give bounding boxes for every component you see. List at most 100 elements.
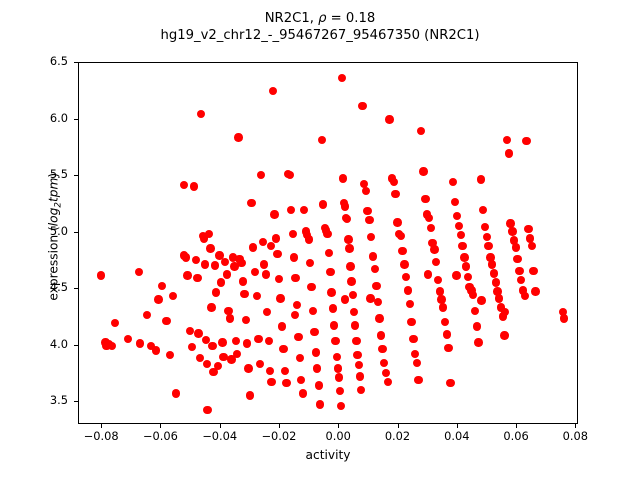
scatter-point [400,260,409,269]
scatter-point [188,342,197,352]
x-axis-tick-label: 0.00 [325,429,351,443]
scatter-point [169,291,178,301]
scatter-point [347,277,356,286]
scatter-point [353,350,362,360]
scatter-point [304,235,313,244]
y-axis-tick-label: 6.0 [49,110,68,125]
y-axis-tick [74,231,78,233]
scatter-point [398,246,407,255]
scatter-point [238,277,248,286]
y-axis-label-prefix: expression ( [46,226,61,301]
scatter-point [110,319,120,328]
scatter-point [423,270,433,279]
scatter-point [151,346,161,355]
scatter-point [354,360,363,370]
scatter-point [391,190,400,199]
scatter-point [252,291,262,301]
scatter-point [365,216,374,225]
scatter-point [405,299,414,309]
scatter-point [480,222,490,232]
scatter-point [376,331,386,340]
scatter-point [498,312,508,321]
scatter-point [202,359,211,369]
scatter-point [525,234,535,243]
scatter-point [216,278,226,287]
x-axis-tick [575,424,577,428]
scatter-point [522,136,531,146]
scatter-point [265,366,275,375]
scatter-point [258,237,267,246]
scatter-point [291,273,300,283]
x-axis-tick [397,424,399,428]
scatter-point [474,338,483,347]
scatter-point [279,345,288,354]
scatter-point [280,366,290,375]
x-axis-tick [456,424,458,428]
scatter-point [323,229,332,239]
scatter-point [515,266,524,276]
scatter-point [380,358,389,367]
scatter-point [338,174,348,183]
scatter-point [456,230,465,240]
scatter-point [444,343,453,353]
scatter-point [250,268,260,277]
scatter-point [484,242,493,251]
scatter-point [270,210,279,219]
scatter-point [314,381,323,390]
y-axis-label: expression (log2tpm) [46,56,63,418]
scatter-point [277,322,287,331]
x-axis-tick-label: −0.04 [202,429,238,443]
scatter-point [482,233,492,242]
x-axis-tick-label: 0.04 [444,429,470,443]
scatter-point [266,242,276,251]
scatter-point [378,345,387,354]
scatter-point [331,337,340,346]
scatter-point [346,262,355,271]
scatter-point [183,271,192,280]
scatter-point [289,253,299,262]
scatter-point [165,350,175,360]
scatter-point [349,307,359,317]
scatter-point [368,252,378,261]
scatter-point [97,271,106,280]
x-axis-tick-label: 0.08 [562,429,589,443]
y-axis-tick [74,62,78,64]
scatter-point [194,329,203,338]
scatter-point [327,288,336,297]
scatter-point [403,286,413,295]
scatter-point [344,235,353,244]
scatter-point [267,377,276,387]
scatter-point [255,359,264,369]
scatter-point [199,234,209,243]
scatter-point [254,334,263,344]
scatter-point [219,352,228,362]
scatter-point [257,170,266,180]
scatter-point [162,316,171,326]
scatter-point [358,101,367,111]
y-axis-label-base: 2 [53,202,64,208]
scatter-point [307,282,316,292]
scatter-point [435,287,444,296]
scatter-point [421,194,430,203]
x-axis-label: activity [305,448,351,462]
scatter-point [213,361,222,371]
x-axis-tick [160,424,162,428]
scatter-point [332,352,342,362]
scatter-point [352,337,361,346]
scatter-point [433,276,443,285]
scatter-point [287,205,296,215]
scatter-point [209,367,218,377]
y-axis-tick [74,344,78,346]
scatter-point [496,303,506,312]
scatter-point [218,338,227,347]
scatter-point [324,248,334,258]
scatter-point [300,205,309,215]
scatter-point [224,306,233,315]
y-axis-tick [74,118,78,120]
scatter-point [524,225,533,234]
y-axis-tick [74,288,78,290]
scatter-point [461,262,471,271]
scatter-point [345,244,354,253]
y-axis-tick [74,175,78,177]
chart-title-block: NR2C1, ρ = 0.18 hg19_v2_chr12_-_95467267… [0,10,640,45]
